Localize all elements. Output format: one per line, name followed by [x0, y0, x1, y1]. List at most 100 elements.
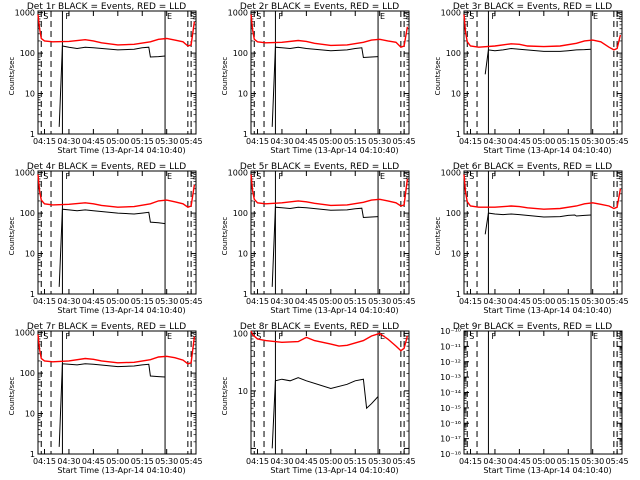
- y-tick-label: 1000: [15, 9, 35, 18]
- y-tick-label: 1: [30, 130, 35, 139]
- x-tick-label: 04:15: [459, 297, 482, 306]
- plot-frame: [463, 170, 623, 295]
- event-marker-label: F: [278, 12, 283, 21]
- event-marker-label: F: [491, 12, 496, 21]
- panel-title: Det 3r BLACK = Events, RED = LLD: [452, 2, 613, 12]
- y-tick-label: 10: [238, 90, 248, 99]
- x-tick-label: 04:15: [246, 297, 269, 306]
- plot-frame: [250, 10, 410, 135]
- plot-svg: 1 10 100 1000 04:15 04:30 04:45 05:00 05:15 05:30…: [15, 329, 203, 466]
- x-tick-label: 05:30: [581, 457, 604, 466]
- y-tick-label: 10⁻¹⁵: [440, 404, 461, 413]
- event-marker-label: F: [278, 172, 283, 181]
- x-tick-label: 05:30: [368, 457, 391, 466]
- y-tick-label: 10: [238, 387, 248, 396]
- y-tick-label: 100: [20, 369, 35, 378]
- plot-frame: [463, 10, 623, 135]
- panel-title: Det 8r BLACK = Events, RED = LLD: [239, 322, 400, 332]
- x-tick-label: 05:00: [532, 137, 555, 146]
- x-tick-label: 05:30: [368, 297, 391, 306]
- series-line-lld: [250, 330, 409, 352]
- event-marker-label: S: [190, 12, 195, 21]
- event-marker-label: E: [380, 172, 385, 181]
- detector-panel-8: Det 8r BLACK = Events, RED = LLD Start Ti…: [213, 320, 426, 480]
- detector-panel-6: Det 6r BLACK = Events, RED = LLD Start Ti…: [426, 160, 639, 320]
- x-axis-title: Start Time (13-Apr-14 04:10:40): [483, 466, 612, 475]
- plot-svg: 1 10 100 1000 04:15 04:30 04:45 05:00 05:15 05:30…: [15, 169, 203, 306]
- x-tick-label: 05:00: [319, 137, 342, 146]
- y-tick-label: 1000: [15, 329, 35, 338]
- event-marker-label: E: [593, 172, 598, 181]
- x-tick-label: 05:30: [155, 137, 178, 146]
- x-tick-label: 04:15: [33, 457, 56, 466]
- detector-panel-1: Det 1r BLACK = Events, RED = LLD Start Ti…: [0, 0, 213, 160]
- y-tick-label: 1000: [441, 169, 461, 178]
- y-tick-label: 100: [446, 49, 461, 58]
- x-axis-title: Start Time (13-Apr-14 04:10:40): [57, 306, 186, 315]
- x-tick-label: 04:15: [33, 297, 56, 306]
- x-tick-label: 04:45: [82, 137, 105, 146]
- event-marker-label: S: [616, 12, 621, 21]
- panel-title: Det 9r BLACK = Events, RED = LLD: [452, 322, 613, 332]
- y-tick-label: 10⁻¹³: [440, 373, 461, 382]
- detector-panel-7: Det 7r BLACK = Events, RED = LLD Start Ti…: [0, 320, 213, 480]
- series-line-lld: [250, 14, 409, 49]
- x-tick-label: 05:15: [131, 457, 154, 466]
- series-line-events: [271, 46, 379, 127]
- x-tick-label: 05:45: [180, 297, 203, 306]
- plot-frame: [37, 10, 197, 135]
- event-marker-label: E: [380, 12, 385, 21]
- detector-panel-3: Det 3r BLACK = Events, RED = LLD Start Ti…: [426, 0, 639, 160]
- event-marker-label: S: [616, 332, 621, 341]
- x-axis-title: Start Time (13-Apr-14 04:10:40): [270, 466, 399, 475]
- event-marker-label: S: [616, 172, 621, 181]
- y-tick-label: 10⁻¹²: [440, 358, 461, 367]
- event-marker-label: S: [190, 172, 195, 181]
- x-tick-label: 05:00: [319, 457, 342, 466]
- x-tick-label: 04:15: [33, 137, 56, 146]
- x-tick-label: 04:30: [483, 457, 506, 466]
- event-marker-label: S: [403, 12, 408, 21]
- y-tick-label: 10⁻¹⁷: [440, 435, 461, 444]
- y-tick-label: 10⁻¹⁴: [440, 389, 461, 398]
- x-tick-label: 05:15: [557, 137, 580, 146]
- series-line-lld: [37, 334, 196, 365]
- series-line-lld: [463, 174, 622, 210]
- x-tick-label: 05:45: [393, 297, 416, 306]
- x-tick-label: 04:15: [246, 137, 269, 146]
- y-tick-label: 100: [233, 329, 248, 338]
- x-tick-label: 05:45: [393, 457, 416, 466]
- series-line-events: [58, 208, 166, 287]
- x-tick-label: 05:00: [106, 457, 129, 466]
- x-tick-label: 05:00: [532, 457, 555, 466]
- x-tick-label: 04:15: [459, 457, 482, 466]
- series-line-lld: [37, 14, 196, 47]
- event-marker-label: F: [65, 332, 70, 341]
- y-tick-label: 100: [446, 209, 461, 218]
- event-marker-label: S: [256, 332, 261, 341]
- y-tick-label: 10: [451, 250, 461, 259]
- plot-frame: [37, 170, 197, 295]
- y-tick-label: 100: [20, 209, 35, 218]
- y-tick-label: 10: [25, 250, 35, 259]
- y-tick-label: 10: [238, 250, 248, 259]
- x-tick-label: 05:15: [557, 457, 580, 466]
- plot-frame: [37, 330, 197, 455]
- detector-panel-4: Det 4r BLACK = Events, RED = LLD Start Ti…: [0, 160, 213, 320]
- panel-title: Det 5r BLACK = Events, RED = LLD: [239, 162, 400, 172]
- event-marker-label: E: [593, 332, 598, 341]
- y-tick-label: 1: [243, 130, 248, 139]
- y-tick-label: 1: [456, 290, 461, 299]
- x-tick-label: 04:30: [57, 297, 80, 306]
- event-marker-label: S: [256, 172, 261, 181]
- panel-title: Det 4r BLACK = Events, RED = LLD: [26, 162, 187, 172]
- x-tick-label: 05:15: [557, 297, 580, 306]
- x-tick-label: 04:15: [459, 137, 482, 146]
- panel-title: Det 6r BLACK = Events, RED = LLD: [452, 162, 613, 172]
- y-tick-label: 100: [233, 49, 248, 58]
- plot-svg: 1 10 100 1000 04:15 04:30 04:45 05:00 05:15 05:30…: [441, 169, 629, 306]
- y-tick-label: 1000: [15, 169, 35, 178]
- event-marker-label: F: [491, 332, 496, 341]
- series-line-events: [484, 47, 592, 75]
- event-marker-label: S: [43, 12, 48, 21]
